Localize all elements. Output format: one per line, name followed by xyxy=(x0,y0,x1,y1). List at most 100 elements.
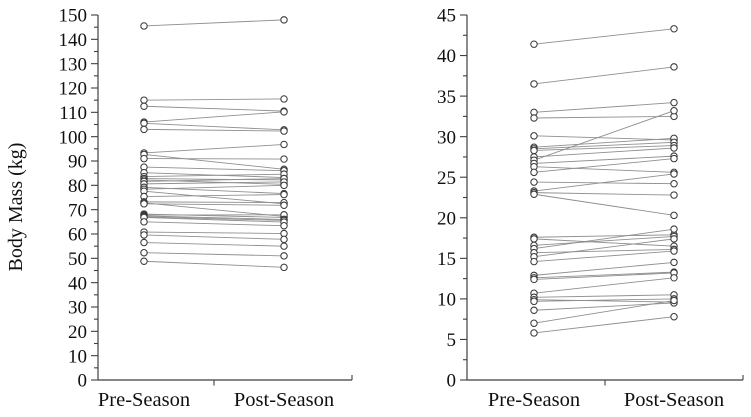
pair-line xyxy=(143,242,285,247)
y-tick-label: 5 xyxy=(447,330,457,351)
pair-line xyxy=(143,128,285,132)
pair-line xyxy=(143,122,285,131)
pair-line xyxy=(143,178,285,182)
data-point-marker xyxy=(670,154,678,163)
data-point-marker xyxy=(140,238,148,247)
data-point-marker xyxy=(670,211,678,220)
pair-line xyxy=(143,178,285,181)
data-point-marker xyxy=(140,96,148,104)
pair-line xyxy=(533,193,675,216)
data-point-marker xyxy=(670,170,678,178)
data-point-marker xyxy=(530,168,538,177)
data-point-marker xyxy=(670,63,678,71)
data-point-marker xyxy=(670,296,678,305)
pair-line xyxy=(533,110,675,161)
data-point-marker xyxy=(140,22,148,30)
pair-line xyxy=(533,115,675,119)
pair-line xyxy=(143,217,285,223)
pair-line xyxy=(533,300,675,324)
data-point-marker xyxy=(670,274,678,282)
pair-line xyxy=(143,234,285,240)
data-point-marker xyxy=(280,16,288,24)
panel-body-mass: 0 10 20 30 40 50 60 70 80 90 100 110 120 130 140 150 Pre… xyxy=(5,6,353,411)
data-point-marker xyxy=(280,222,288,230)
pair-line xyxy=(533,66,675,85)
data-point-marker xyxy=(670,235,678,243)
pair-line xyxy=(143,166,285,172)
pair-line xyxy=(533,141,675,150)
y-tick-label: 20 xyxy=(437,208,456,229)
pair-line xyxy=(143,203,285,206)
y-tick-label: 20 xyxy=(68,322,87,343)
data-point-marker xyxy=(530,306,538,314)
pair-line xyxy=(533,135,675,141)
y-tick-label: 150 xyxy=(59,6,88,27)
pair-line xyxy=(143,190,285,205)
pair-line xyxy=(533,145,675,151)
data-point-marker xyxy=(530,297,538,306)
y-tick-label: 0 xyxy=(78,371,88,392)
pair-line xyxy=(143,231,285,234)
pair-line xyxy=(533,238,675,247)
y-axis-title: Body Mass (kg) xyxy=(5,143,27,272)
data-point-marker xyxy=(140,257,148,265)
y-tick-label: 0 xyxy=(447,371,457,392)
pair-line xyxy=(533,294,675,298)
pair-line xyxy=(533,28,675,45)
x-category-label-pre-season: Pre-Season xyxy=(98,389,190,411)
data-point-marker xyxy=(280,127,288,135)
data-point-marker xyxy=(280,140,288,149)
y-tick-label: 110 xyxy=(59,103,87,124)
y-tick-label: 40 xyxy=(437,46,456,67)
pair-line xyxy=(143,184,285,190)
y-tick-label: 10 xyxy=(68,346,87,367)
pair-line xyxy=(533,261,675,276)
y-tick-label: 50 xyxy=(68,249,87,270)
data-point-marker xyxy=(140,102,148,110)
data-point-marker xyxy=(140,125,148,134)
data-point-marker xyxy=(670,98,678,107)
pair-line xyxy=(143,153,285,170)
data-point-marker xyxy=(280,190,288,199)
data-point-marker xyxy=(530,190,538,198)
pair-line xyxy=(533,271,675,279)
y-tick-label: 40 xyxy=(68,273,87,294)
y-tick-label: 130 xyxy=(59,54,88,75)
data-point-marker xyxy=(280,263,288,272)
pair-line xyxy=(533,272,675,280)
pair-line xyxy=(533,298,675,302)
pair-line xyxy=(143,201,285,204)
data-point-marker xyxy=(140,231,148,239)
pair-line xyxy=(533,277,675,294)
pair-line xyxy=(533,299,675,303)
data-point-marker xyxy=(530,40,538,48)
pair-line xyxy=(143,111,285,123)
y-tick-label: 45 xyxy=(437,6,456,27)
pair-line xyxy=(143,173,285,178)
data-point-marker xyxy=(530,235,538,243)
data-point-marker xyxy=(530,132,538,140)
y-tick-label: 140 xyxy=(59,30,88,51)
data-point-marker xyxy=(530,329,538,337)
data-point-marker xyxy=(280,181,288,190)
data-point-marker xyxy=(530,80,538,88)
pair-line xyxy=(533,173,675,192)
pair-line xyxy=(143,194,285,197)
pair-line xyxy=(143,181,285,185)
data-point-marker xyxy=(530,146,538,155)
data-point-marker xyxy=(280,235,288,244)
y-tick-label: 30 xyxy=(68,298,87,319)
pair-line xyxy=(533,158,675,173)
pair-line xyxy=(143,221,285,227)
pair-line xyxy=(533,234,675,238)
y-tick-label: 15 xyxy=(437,249,456,270)
data-point-marker xyxy=(140,218,148,226)
y-tick-label: 70 xyxy=(68,200,87,221)
pair-line xyxy=(143,260,285,268)
pair-line xyxy=(143,98,285,101)
pair-line xyxy=(533,228,675,250)
data-point-marker xyxy=(670,225,678,233)
pair-line xyxy=(533,235,675,246)
x-category-label-post-season: Post-Season xyxy=(234,389,334,411)
